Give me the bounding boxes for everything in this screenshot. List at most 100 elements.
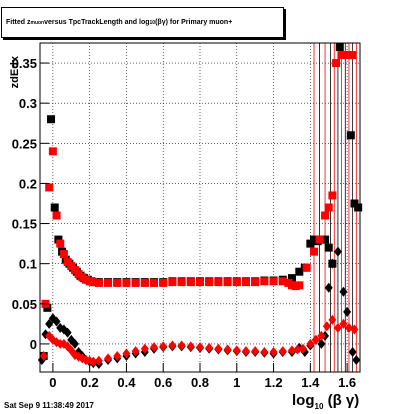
x-axis-label-log: log bbox=[292, 392, 315, 409]
data-point-diamond bbox=[287, 345, 296, 356]
data-point-square bbox=[159, 278, 168, 287]
data-point-square bbox=[131, 278, 140, 287]
data-point-square bbox=[45, 183, 54, 192]
data-point-square bbox=[315, 235, 324, 244]
data-point-diamond bbox=[311, 334, 320, 345]
data-point-diamond bbox=[104, 353, 113, 364]
y-tick-label: 0.15 bbox=[12, 217, 37, 232]
title-text-post: (βγ) for Primary muon+ bbox=[155, 19, 233, 26]
y-tick-label: 0 bbox=[30, 337, 37, 352]
data-point-diamond bbox=[333, 246, 342, 257]
data-point-square bbox=[332, 59, 341, 68]
x-tick-label: 1.2 bbox=[265, 375, 283, 390]
data-point-diamond bbox=[317, 338, 326, 349]
data-point-square bbox=[260, 277, 269, 286]
data-point-diamond bbox=[122, 348, 131, 359]
data-point-diamond bbox=[196, 342, 204, 353]
data-point-square bbox=[302, 263, 311, 272]
data-point-diamond bbox=[269, 346, 278, 357]
title-subscript-muon: muon bbox=[30, 19, 45, 26]
data-point-diamond bbox=[94, 355, 103, 366]
data-point-square bbox=[295, 267, 304, 276]
axis-ticks: 0 0.2 0.4 0.6 0.8 1 1.2 1.4 1.6 0 0.05 0.1 0.15 0.2 0.… bbox=[12, 56, 356, 390]
data-point-square bbox=[321, 235, 330, 244]
data-point-diamond bbox=[339, 286, 348, 297]
chart-title: Fitted z muon versus TpcTrackLength and l… bbox=[1, 7, 284, 38]
data-point-diamond bbox=[45, 318, 54, 329]
x-axis-label-subscript: 10 bbox=[314, 402, 324, 411]
data-point-diamond bbox=[205, 342, 214, 353]
data-point-square bbox=[328, 191, 337, 200]
data-point-diamond bbox=[333, 322, 342, 333]
data-point-square bbox=[50, 203, 59, 212]
data-point-diamond bbox=[328, 258, 337, 269]
data-point-square bbox=[337, 51, 346, 60]
y-tick-label: 0.25 bbox=[12, 136, 37, 151]
data-point-square bbox=[56, 239, 65, 248]
data-point-diamond bbox=[348, 346, 357, 357]
data-point-diamond bbox=[168, 340, 177, 351]
data-point-square bbox=[295, 281, 304, 290]
data-point-diamond bbox=[293, 344, 302, 355]
y-tick-label: 0.05 bbox=[12, 297, 37, 312]
data-markers bbox=[37, 43, 363, 369]
data-point-diamond bbox=[298, 343, 307, 354]
data-point-square bbox=[113, 278, 122, 287]
data-point-square bbox=[168, 278, 177, 287]
data-point-square bbox=[186, 278, 195, 287]
data-point-diamond bbox=[350, 324, 359, 335]
x-tick-label: 1 bbox=[233, 375, 240, 390]
data-point-square bbox=[59, 250, 68, 259]
x-axis-label: log10 (β γ) bbox=[292, 392, 359, 411]
data-point-diamond bbox=[322, 321, 331, 332]
title-subscript-10: 10 bbox=[149, 19, 156, 26]
data-point-diamond bbox=[328, 314, 337, 325]
data-point-diamond bbox=[52, 316, 61, 327]
data-point-square bbox=[47, 115, 56, 124]
data-point-square bbox=[324, 243, 333, 252]
data-point-diamond bbox=[306, 338, 315, 349]
error-bars bbox=[313, 43, 357, 372]
data-point-diamond bbox=[150, 342, 159, 353]
data-point-diamond bbox=[317, 330, 326, 341]
data-point-square bbox=[122, 278, 131, 287]
data-point-diamond bbox=[70, 338, 79, 349]
x-tick-label: 0.6 bbox=[154, 375, 172, 390]
x-tick-label: 1.6 bbox=[338, 375, 356, 390]
data-point-square bbox=[348, 51, 357, 60]
data-point-square bbox=[104, 278, 113, 287]
data-point-diamond bbox=[186, 341, 195, 352]
data-point-diamond bbox=[39, 350, 48, 361]
data-point-square bbox=[177, 278, 186, 287]
y-tick-label: 0.1 bbox=[19, 257, 37, 272]
data-point-diamond bbox=[352, 354, 361, 365]
data-point-square bbox=[214, 278, 223, 287]
y-tick-label: 0.2 bbox=[19, 176, 37, 191]
data-point-diamond bbox=[339, 318, 348, 329]
x-tick-label: 0.2 bbox=[81, 375, 99, 390]
data-point-diamond bbox=[113, 350, 122, 361]
data-point-square bbox=[306, 239, 315, 248]
x-tick-label: 0.4 bbox=[117, 375, 136, 390]
data-point-square bbox=[52, 211, 61, 220]
data-point-diamond bbox=[214, 343, 223, 354]
data-point-diamond bbox=[324, 282, 333, 293]
data-point-square bbox=[67, 262, 76, 271]
data-point-diamond bbox=[344, 322, 353, 333]
data-point-diamond bbox=[251, 346, 260, 357]
x-tick-label: 0 bbox=[49, 375, 56, 390]
data-point-square bbox=[150, 278, 159, 287]
data-point-diamond bbox=[63, 327, 72, 338]
data-point-square bbox=[287, 274, 296, 283]
data-point-square bbox=[346, 131, 355, 140]
data-point-diamond bbox=[223, 344, 232, 355]
data-point-square bbox=[335, 43, 344, 52]
timestamp: Sat Sep 9 11:38:49 2017 bbox=[4, 401, 94, 410]
data-point-diamond bbox=[241, 346, 250, 357]
data-point-square bbox=[70, 266, 79, 275]
y-tick-label: 0.35 bbox=[12, 56, 37, 71]
y-axis-label: zdEdx bbox=[9, 55, 21, 88]
data-point-diamond bbox=[232, 345, 241, 356]
data-point-diamond bbox=[177, 340, 186, 351]
data-point-square bbox=[54, 235, 63, 244]
